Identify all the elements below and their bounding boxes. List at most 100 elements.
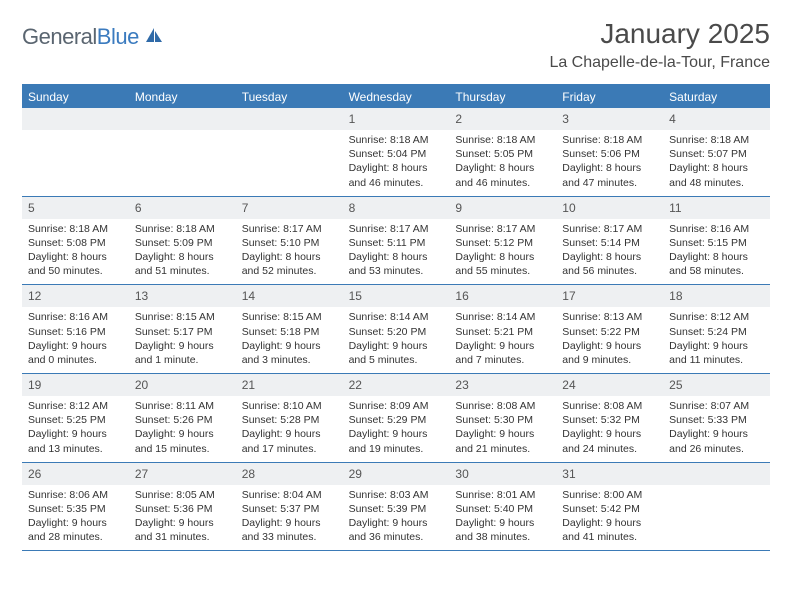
day-cell: 23Sunrise: 8:08 AMSunset: 5:30 PMDayligh…	[449, 374, 556, 462]
daynum-row: 31	[556, 463, 663, 485]
day-detail-line: Daylight: 8 hours	[455, 161, 550, 175]
day-detail-line: Daylight: 9 hours	[242, 427, 337, 441]
day-number: 14	[242, 289, 255, 303]
day-detail-line: Sunset: 5:40 PM	[455, 502, 550, 516]
day-cell	[22, 108, 129, 196]
day-detail-line: and 36 minutes.	[349, 530, 444, 544]
day-detail-line: Sunrise: 8:15 AM	[242, 310, 337, 324]
day-detail-line: and 21 minutes.	[455, 442, 550, 456]
day-detail-line: Sunrise: 8:16 AM	[28, 310, 123, 324]
day-detail-line: Daylight: 9 hours	[455, 339, 550, 353]
day-detail-line: Sunrise: 8:14 AM	[349, 310, 444, 324]
day-detail-line: Sunrise: 8:12 AM	[28, 399, 123, 413]
week-row: 19Sunrise: 8:12 AMSunset: 5:25 PMDayligh…	[22, 374, 770, 463]
day-detail-line: Daylight: 9 hours	[135, 427, 230, 441]
day-cell: 15Sunrise: 8:14 AMSunset: 5:20 PMDayligh…	[343, 285, 450, 373]
day-detail-line: Daylight: 9 hours	[455, 427, 550, 441]
day-detail-line: and 5 minutes.	[349, 353, 444, 367]
day-detail-line: Sunrise: 8:04 AM	[242, 488, 337, 502]
day-cell: 1Sunrise: 8:18 AMSunset: 5:04 PMDaylight…	[343, 108, 450, 196]
day-detail-line: Sunset: 5:42 PM	[562, 502, 657, 516]
day-detail-line: Sunset: 5:16 PM	[28, 325, 123, 339]
day-detail-line: Sunrise: 8:07 AM	[669, 399, 764, 413]
day-number: 22	[349, 378, 362, 392]
daynum-row: 25	[663, 374, 770, 396]
day-cell: 21Sunrise: 8:10 AMSunset: 5:28 PMDayligh…	[236, 374, 343, 462]
day-detail-line: and 24 minutes.	[562, 442, 657, 456]
day-detail-line: Daylight: 9 hours	[562, 516, 657, 530]
title-block: January 2025 La Chapelle-de-la-Tour, Fra…	[549, 18, 770, 72]
day-detail-line: Sunrise: 8:08 AM	[562, 399, 657, 413]
day-detail-line: Sunrise: 8:18 AM	[349, 133, 444, 147]
day-number: 26	[28, 467, 41, 481]
day-number: 30	[455, 467, 468, 481]
day-detail-line: Sunset: 5:06 PM	[562, 147, 657, 161]
day-detail-line: Sunset: 5:33 PM	[669, 413, 764, 427]
day-detail-line: and 0 minutes.	[28, 353, 123, 367]
brand-name-b: Blue	[97, 24, 139, 49]
day-detail-line: Sunset: 5:17 PM	[135, 325, 230, 339]
brand-name: GeneralBlue	[22, 24, 139, 50]
day-header: Saturday	[663, 86, 770, 108]
day-detail-line: Sunrise: 8:17 AM	[349, 222, 444, 236]
day-number: 8	[349, 201, 356, 215]
day-number: 10	[562, 201, 575, 215]
day-detail-line: Sunrise: 8:00 AM	[562, 488, 657, 502]
day-cell: 9Sunrise: 8:17 AMSunset: 5:12 PMDaylight…	[449, 197, 556, 285]
day-detail-line: Sunset: 5:26 PM	[135, 413, 230, 427]
day-cell: 18Sunrise: 8:12 AMSunset: 5:24 PMDayligh…	[663, 285, 770, 373]
week-row: 12Sunrise: 8:16 AMSunset: 5:16 PMDayligh…	[22, 285, 770, 374]
day-detail-line: Sunrise: 8:01 AM	[455, 488, 550, 502]
day-detail-line: Sunrise: 8:17 AM	[242, 222, 337, 236]
day-detail-line: and 11 minutes.	[669, 353, 764, 367]
day-number: 27	[135, 467, 148, 481]
day-detail-line: Sunset: 5:04 PM	[349, 147, 444, 161]
day-number: 25	[669, 378, 682, 392]
day-detail-line: Daylight: 8 hours	[135, 250, 230, 264]
day-cell: 4Sunrise: 8:18 AMSunset: 5:07 PMDaylight…	[663, 108, 770, 196]
day-detail-line: Sunset: 5:14 PM	[562, 236, 657, 250]
day-detail-line: Daylight: 9 hours	[562, 339, 657, 353]
week-row: 1Sunrise: 8:18 AMSunset: 5:04 PMDaylight…	[22, 108, 770, 197]
day-detail-line: and 41 minutes.	[562, 530, 657, 544]
day-detail-line: and 52 minutes.	[242, 264, 337, 278]
day-header: Wednesday	[343, 86, 450, 108]
day-detail-line: Daylight: 8 hours	[562, 250, 657, 264]
day-cell: 8Sunrise: 8:17 AMSunset: 5:11 PMDaylight…	[343, 197, 450, 285]
day-cell: 25Sunrise: 8:07 AMSunset: 5:33 PMDayligh…	[663, 374, 770, 462]
daynum-row: 17	[556, 285, 663, 307]
day-detail-line: and 19 minutes.	[349, 442, 444, 456]
location-label: La Chapelle-de-la-Tour, France	[549, 54, 770, 72]
day-number: 16	[455, 289, 468, 303]
daynum-row	[22, 108, 129, 130]
day-number: 5	[28, 201, 35, 215]
day-cell: 29Sunrise: 8:03 AMSunset: 5:39 PMDayligh…	[343, 463, 450, 551]
daynum-row	[663, 463, 770, 485]
day-detail-line: and 1 minute.	[135, 353, 230, 367]
day-number: 23	[455, 378, 468, 392]
day-detail-line: and 53 minutes.	[349, 264, 444, 278]
day-detail-line: Sunset: 5:29 PM	[349, 413, 444, 427]
day-detail-line: Daylight: 9 hours	[135, 339, 230, 353]
sail-icon	[144, 26, 164, 49]
day-detail-line: Sunrise: 8:05 AM	[135, 488, 230, 502]
day-cell	[663, 463, 770, 551]
day-detail-line: and 31 minutes.	[135, 530, 230, 544]
daynum-row: 15	[343, 285, 450, 307]
day-header-row: Sunday Monday Tuesday Wednesday Thursday…	[22, 86, 770, 108]
daynum-row: 22	[343, 374, 450, 396]
day-cell: 2Sunrise: 8:18 AMSunset: 5:05 PMDaylight…	[449, 108, 556, 196]
brand-name-a: General	[22, 24, 97, 49]
day-cell: 19Sunrise: 8:12 AMSunset: 5:25 PMDayligh…	[22, 374, 129, 462]
day-number: 7	[242, 201, 249, 215]
day-cell: 13Sunrise: 8:15 AMSunset: 5:17 PMDayligh…	[129, 285, 236, 373]
day-number: 9	[455, 201, 462, 215]
day-detail-line: Sunrise: 8:10 AM	[242, 399, 337, 413]
daynum-row: 23	[449, 374, 556, 396]
day-detail-line: Sunrise: 8:17 AM	[562, 222, 657, 236]
day-detail-line: Daylight: 9 hours	[669, 339, 764, 353]
day-detail-line: Sunrise: 8:11 AM	[135, 399, 230, 413]
day-detail-line: Sunrise: 8:18 AM	[669, 133, 764, 147]
day-detail-line: and 50 minutes.	[28, 264, 123, 278]
day-detail-line: Daylight: 9 hours	[242, 339, 337, 353]
